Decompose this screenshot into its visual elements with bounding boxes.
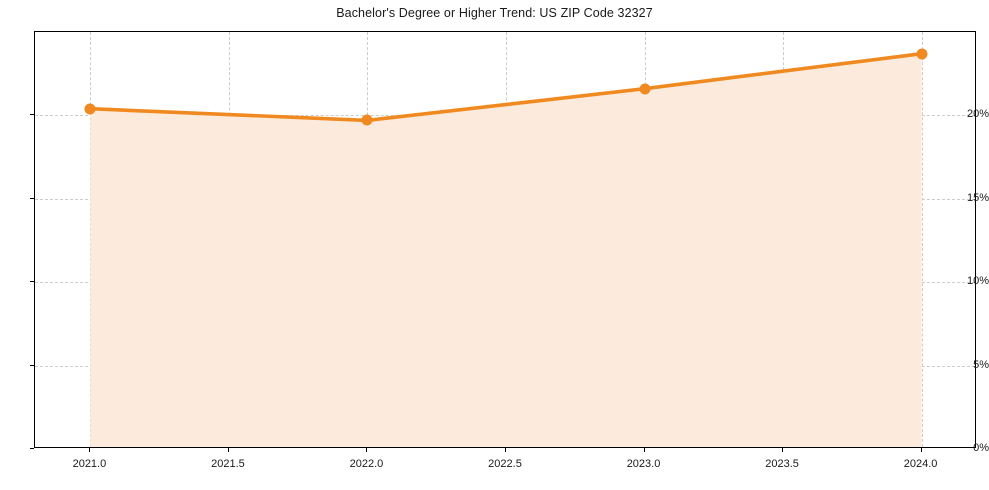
trend-line xyxy=(88,51,924,123)
x-tick-mark xyxy=(227,448,229,452)
x-tick-label: 2022.0 xyxy=(349,458,384,470)
x-tick-mark xyxy=(782,448,784,452)
x-tick-label: 2023.0 xyxy=(626,458,661,470)
data-point-marker[interactable] xyxy=(84,103,96,115)
x-tick-mark xyxy=(920,448,922,452)
x-tick-mark xyxy=(643,448,645,452)
plot-area xyxy=(34,31,976,448)
line-series xyxy=(35,32,975,447)
x-tick-mark xyxy=(89,448,91,452)
y-tick-mark xyxy=(30,448,34,449)
x-tick-mark xyxy=(505,448,506,452)
x-tick-label: 2022.5 xyxy=(488,458,522,470)
x-tick-label: 2024.0 xyxy=(903,458,938,470)
gridline-vertical xyxy=(921,32,923,447)
data-point-marker[interactable] xyxy=(639,83,651,95)
x-tick-mark xyxy=(366,448,368,452)
x-tick-label: 2021.0 xyxy=(72,458,107,470)
chart-title: Bachelor's Degree or Higher Trend: US ZI… xyxy=(336,6,653,20)
x-tick-label: 2021.5 xyxy=(211,458,245,470)
x-tick-label: 2023.5 xyxy=(765,458,799,470)
data-point-marker[interactable] xyxy=(361,114,373,126)
area-fill-shape xyxy=(90,53,922,447)
data-point-marker[interactable] xyxy=(916,48,928,60)
area-fill xyxy=(35,32,975,447)
